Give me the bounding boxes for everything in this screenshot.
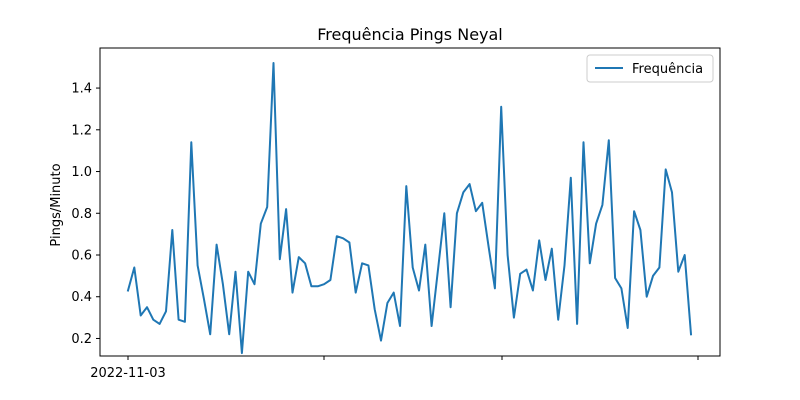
x-tick-label: 2022-11-03 <box>90 366 166 381</box>
y-tick-label: 0.2 <box>71 332 92 347</box>
y-tick-label: 0.8 <box>71 207 92 222</box>
legend: Frequência <box>586 54 714 83</box>
y-tick-label: 0.4 <box>71 290 92 305</box>
y-tick-label: 0.6 <box>71 249 92 264</box>
chart-title: Frequência Pings Neyal <box>317 25 503 44</box>
plot-area: 0.2 0.4 0.6 0.8 1.0 1.2 1.4 2022-11-03 <box>71 62 699 381</box>
y-tick-label: 1.2 <box>71 123 92 138</box>
axes-frame <box>99 47 721 357</box>
y-tick-label: 1.0 <box>71 165 92 180</box>
y-axis-label: Pings/Minuto <box>49 163 64 246</box>
y-tick-label: 1.4 <box>71 82 92 97</box>
legend-label: Frequência <box>632 62 703 77</box>
legend-box <box>586 54 714 83</box>
series-line-frequencia <box>126 62 693 355</box>
